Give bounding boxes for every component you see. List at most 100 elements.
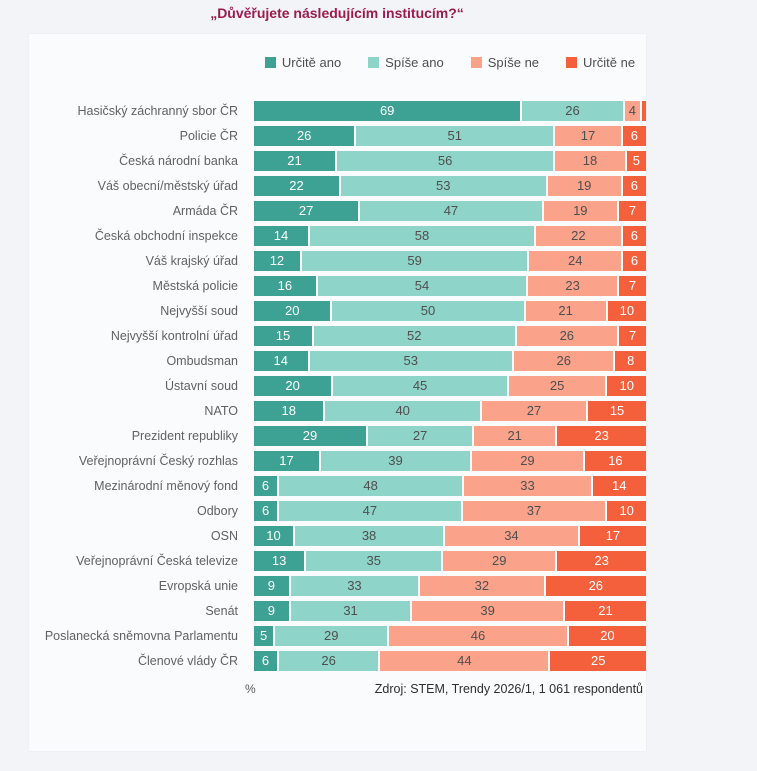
segment-value: 32: [474, 578, 490, 593]
stacked-bar: 9 31 39 21: [254, 600, 646, 621]
legend-label: Určitě ne: [583, 55, 636, 70]
stacked-bar: 14 53 26 8: [254, 350, 646, 371]
segment-value: 22: [571, 228, 586, 243]
segment-value: 21: [598, 603, 613, 618]
segment-value: 26: [559, 328, 575, 343]
segment-value: 26: [588, 578, 604, 593]
segment-value: 10: [619, 378, 634, 393]
segment-value: 35: [366, 553, 381, 568]
bar-segment: 56: [337, 150, 554, 171]
segment-value: 27: [298, 203, 314, 218]
bar-segment: 20: [254, 375, 332, 396]
segment-value: 58: [414, 228, 430, 243]
segment-value: 6: [630, 178, 639, 193]
bar-segment: 53: [309, 350, 513, 371]
segment-value: 14: [273, 228, 289, 243]
bar-segment: 39: [412, 600, 563, 621]
bar-segment: 33: [290, 575, 419, 596]
bar-segment: 21: [254, 150, 336, 171]
bar-segment: 10: [607, 375, 646, 396]
segment-value: 24: [567, 253, 583, 268]
bar-segment: 27: [367, 425, 473, 446]
bar-segment: 26: [545, 575, 646, 596]
bar-segment: 6: [254, 500, 278, 521]
bar-segment: 54: [317, 275, 527, 296]
bar-row: Odbory 6 47 37 10: [29, 498, 646, 523]
bar-segment: 39: [320, 450, 471, 471]
bar-segment: 52: [313, 325, 515, 346]
segment-value: 6: [261, 653, 270, 668]
bar-segment: 32: [420, 575, 544, 596]
segment-value: 6: [630, 253, 639, 268]
bar-segment: 7: [618, 325, 646, 346]
bar-segment: [642, 100, 646, 121]
stacked-bar: 26 51 17 6: [254, 125, 646, 146]
stacked-bar: 27 47 19 7: [254, 200, 646, 221]
stacked-bar: 21 56 18 5: [254, 150, 646, 171]
category-label: Ústavní soud: [165, 378, 238, 393]
segment-value: 6: [261, 478, 270, 493]
category-label: Poslanecká sněmovna Parlamentu: [44, 628, 238, 643]
bar-segment: 44: [380, 650, 549, 671]
segment-value: 52: [407, 328, 422, 343]
legend-item: Spíše ne: [470, 55, 539, 70]
bar-segment: 10: [607, 500, 646, 521]
bar-segment: 35: [306, 550, 442, 571]
bar-segment: 38: [294, 525, 444, 546]
bar-segment: 25: [550, 650, 646, 671]
category-label: Armáda ČR: [172, 203, 238, 218]
bar-segment: 20: [254, 300, 331, 321]
category-label: Váš krajský úřad: [145, 253, 238, 268]
bar-segment: 15: [254, 325, 312, 346]
segment-value: 38: [361, 528, 377, 543]
bar-row: OSN 10 38 34 17: [29, 523, 646, 548]
segment-value: 7: [628, 328, 637, 343]
category-label: Senát: [205, 603, 238, 618]
bar-segment: 21: [474, 425, 556, 446]
segment-value: 69: [379, 103, 395, 118]
segment-value: 7: [628, 278, 637, 293]
legend-swatch-icon: [368, 57, 380, 68]
bar-segment: 21: [525, 300, 606, 321]
stacked-bar: 18 40 27 15: [254, 400, 647, 421]
bar-row: Veřejnoprávní Česká televize 13 35 29 23: [29, 548, 646, 573]
segment-value: 23: [565, 278, 580, 293]
axis-unit-label: %: [245, 682, 256, 696]
bar-segment: 9: [254, 575, 289, 596]
segment-value: 10: [619, 303, 635, 318]
segment-value: 26: [296, 128, 312, 143]
bar-segment: 10: [254, 525, 293, 546]
bar-segment: 18: [254, 400, 324, 421]
stacked-bar: 5 29 46 20: [254, 625, 646, 646]
bar-segment: 31: [290, 600, 411, 621]
segment-value: 15: [609, 403, 625, 418]
category-label: Nejvyšší soud: [160, 303, 238, 318]
segment-value: 14: [273, 353, 288, 368]
segment-value: 17: [279, 453, 294, 468]
source-note: Zdroj: STEM, Trendy 2026/1, 1 061 respon…: [374, 682, 643, 696]
bar-row: Městská policie 16 54 23 7: [29, 273, 646, 298]
bar-row: NATO 18 40 27 15: [29, 398, 647, 423]
segment-value: 45: [412, 378, 428, 393]
bar-segment: 27: [254, 200, 359, 221]
segment-value: 29: [302, 428, 318, 443]
segment-value: 37: [526, 503, 542, 518]
segment-value: 20: [284, 303, 300, 318]
category-label: Česká obchodní inspekce: [94, 228, 238, 243]
bar-segment: 26: [278, 650, 379, 671]
bar-segment: 14: [592, 475, 647, 496]
bar-segment: 22: [254, 175, 339, 196]
page-title: „Důvěřujete následujícím institucím?“: [210, 5, 464, 21]
segment-value: 53: [403, 353, 418, 368]
bar-segment: 14: [254, 225, 309, 246]
bar-segment: 6: [623, 250, 646, 271]
category-label: Odbory: [197, 503, 238, 518]
bar-segment: 26: [522, 100, 623, 121]
bar-row: Ústavní soud 20 45 25 10: [29, 373, 646, 398]
category-label: NATO: [204, 403, 238, 418]
bar-segment: 20: [568, 625, 646, 646]
bar-row: Ombudsman 14 53 26 8: [29, 348, 646, 373]
bar-segment: 6: [622, 125, 646, 146]
bar-segment: 18: [555, 150, 625, 171]
stacked-bar: 15 52 26 7: [254, 325, 646, 346]
